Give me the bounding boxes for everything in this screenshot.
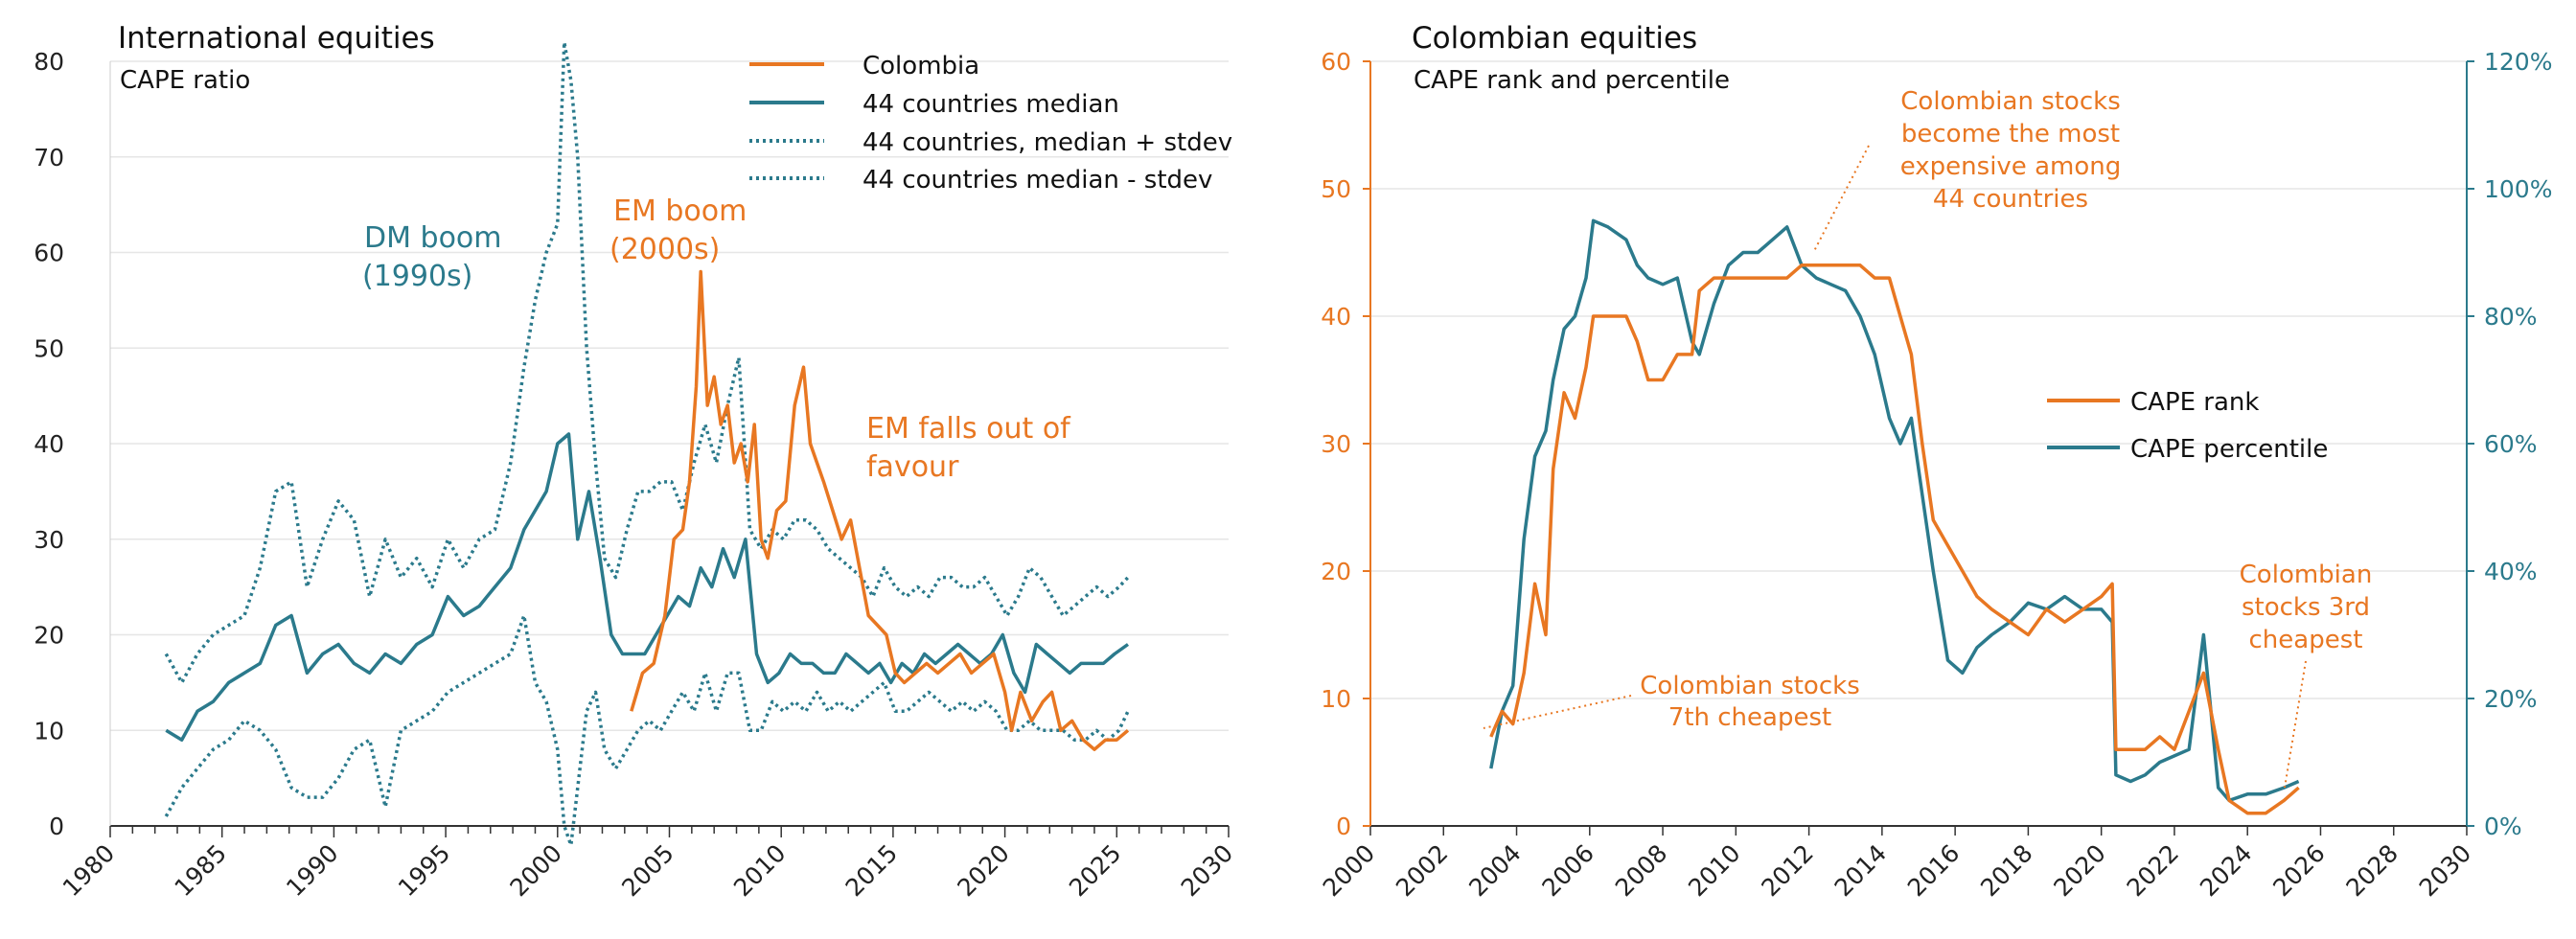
annotation-em-falls-line1: EM falls out of: [866, 412, 1071, 446]
right-x-tick-label: 2022: [2122, 839, 2184, 902]
annotation-dm-boom-line1: DM boom: [364, 221, 502, 255]
right-x-tick-label: 2020: [2048, 839, 2110, 902]
legend-label-cape-percentile: CAPE percentile: [2130, 435, 2328, 464]
annotation-most-expensive-line3: expensive among: [1900, 152, 2121, 181]
right-right-y-tick-label: 0%: [2484, 813, 2522, 840]
left-chart: 1980 1985 1990 1995 2000 2005 2010 2015 2020 2025…: [34, 21, 1238, 902]
left-y-tick-label: 70: [34, 144, 64, 172]
left-chart-subtitle: CAPE ratio: [120, 66, 250, 95]
left-legend: Colombia 44 countries median 44 countrie…: [749, 52, 1232, 195]
left-chart-title: International equities: [118, 21, 435, 56]
right-left-y-tick-label: 30: [1321, 430, 1351, 458]
right-x-tick-label: 2028: [2340, 839, 2403, 902]
right-series-cape-rank: [1489, 263, 2300, 815]
right-x-tick-label: 2024: [2195, 839, 2257, 902]
right-legend: CAPE rank CAPE percentile: [2047, 388, 2328, 464]
left-x-tick-label: 1985: [169, 839, 231, 902]
left-x-tick-label: 2005: [616, 839, 678, 902]
right-x-tick-label: 2018: [1975, 839, 2037, 902]
left-y-tick-label: 30: [34, 526, 64, 554]
right-left-y-tick-label: 40: [1321, 303, 1351, 331]
left-y-tick-label: 20: [34, 622, 64, 650]
annotation-7th-cheapest-line2: 7th cheapest: [1668, 703, 1831, 732]
legend-label-median-minus: 44 countries median - stdev: [862, 166, 1212, 195]
left-x-tick-label: 2020: [952, 839, 1014, 902]
right-right-y-tick-label: 100%: [2484, 175, 2552, 203]
left-x-tick-label: 2030: [1176, 839, 1238, 902]
right-x-tick-label: 2030: [2414, 839, 2476, 902]
annotation-most-expensive-line1: Colombian stocks: [1900, 87, 2120, 116]
left-series-colombia: [630, 269, 1130, 751]
right-x-tick-label: 2006: [1537, 839, 1599, 902]
annotation-most-expensive-line4: 44 countries: [1933, 185, 2088, 214]
left-grid: [110, 60, 1229, 731]
right-y-ticks-right: 0% 20% 40% 60% 80% 100% 120%: [2467, 48, 2552, 840]
annotation-em-boom-line1: EM boom: [613, 195, 747, 228]
left-series-44-countries-median-stdev: [164, 613, 1130, 847]
left-x-tick-label: 2010: [728, 839, 791, 902]
right-x-tick-label: 2002: [1391, 839, 1453, 902]
annotation-most-expensive-leader: [1813, 145, 1870, 252]
right-chart-title: Colombian equities: [1412, 21, 1697, 56]
right-right-y-tick-label: 60%: [2484, 430, 2538, 458]
annotation-7th-cheapest-leader: [1483, 695, 1632, 729]
right-grid: [1370, 60, 2467, 699]
left-y-tick-label: 60: [34, 240, 64, 267]
left-y-tick-label: 80: [34, 48, 64, 76]
left-x-tick-label: 1980: [58, 839, 120, 902]
annotation-3rd-cheapest-line3: cheapest: [2249, 626, 2363, 654]
left-x-tick-label: 1990: [281, 839, 343, 902]
legend-label-colombia: Colombia: [862, 52, 979, 80]
left-x-tick-label: 2025: [1064, 839, 1126, 902]
right-x-tick-label: 2008: [1610, 839, 1672, 902]
left-y-tick-label: 0: [49, 813, 64, 840]
right-series-cape-percentile: [1489, 218, 2300, 803]
annotation-em-falls-line2: favour: [866, 450, 959, 484]
legend-label-median-plus: 44 countries, median + stdev: [862, 128, 1232, 157]
right-series-group: [1489, 218, 2300, 815]
annotation-7th-cheapest-line1: Colombian stocks: [1640, 672, 1859, 700]
left-y-tick-label: 50: [34, 334, 64, 362]
left-series-44-countries-median: [165, 432, 1130, 742]
left-y-tick-label: 10: [34, 717, 64, 744]
right-x-tick-label: 2000: [1318, 839, 1380, 902]
annotation-most-expensive-line2: become the most: [1901, 120, 2120, 149]
annotation-em-boom-line2: (2000s): [610, 233, 720, 266]
right-x-tick-label: 2026: [2267, 839, 2330, 902]
right-x-ticks: 2000 2002 2004 2006 2008 2010 2012 2014 2016 2018…: [1318, 826, 2476, 902]
left-y-ticks: 0 10 20 30 40 50 60 70 80: [34, 48, 64, 840]
left-x-tick-label: 1995: [393, 839, 455, 902]
annotation-dm-boom-line2: (1990s): [362, 260, 472, 293]
right-right-y-tick-label: 40%: [2484, 558, 2538, 585]
right-x-tick-label: 2016: [1902, 839, 1965, 902]
right-left-y-tick-label: 20: [1321, 558, 1351, 585]
left-x-tick-label: 2000: [505, 839, 567, 902]
right-chart: 2000 2002 2004 2006 2008 2010 2012 2014 2016 2018…: [1318, 21, 2553, 902]
legend-label-median: 44 countries median: [862, 90, 1119, 119]
legend-label-cape-rank: CAPE rank: [2130, 388, 2259, 417]
left-y-tick-label: 40: [34, 430, 64, 458]
right-left-y-tick-label: 10: [1321, 685, 1351, 713]
annotation-3rd-cheapest-line1: Colombian: [2240, 561, 2373, 589]
right-left-y-tick-label: 60: [1321, 48, 1351, 76]
right-chart-subtitle: CAPE rank and percentile: [1414, 66, 1730, 95]
right-right-y-tick-label: 80%: [2484, 303, 2538, 331]
right-y-ticks-left: 0 10 20 30 40 50 60: [1321, 48, 1370, 840]
annotation-3rd-cheapest-line2: stocks 3rd: [2242, 593, 2370, 622]
right-right-y-tick-label: 20%: [2484, 685, 2538, 713]
right-x-tick-label: 2012: [1756, 839, 1818, 902]
right-x-tick-label: 2010: [1683, 839, 1745, 902]
right-left-y-tick-label: 0: [1336, 813, 1351, 840]
left-x-ticks: 1980 1985 1990 1995 2000 2005 2010 2015 2020 2025…: [58, 826, 1238, 902]
right-left-y-tick-label: 50: [1321, 175, 1351, 203]
annotation-3rd-cheapest-leader: [2284, 660, 2307, 789]
left-series-group: [164, 40, 1130, 847]
right-x-tick-label: 2014: [1829, 839, 1892, 902]
right-x-tick-label: 2004: [1463, 839, 1526, 902]
left-x-tick-label: 2015: [840, 839, 903, 902]
right-right-y-tick-label: 120%: [2484, 48, 2552, 76]
